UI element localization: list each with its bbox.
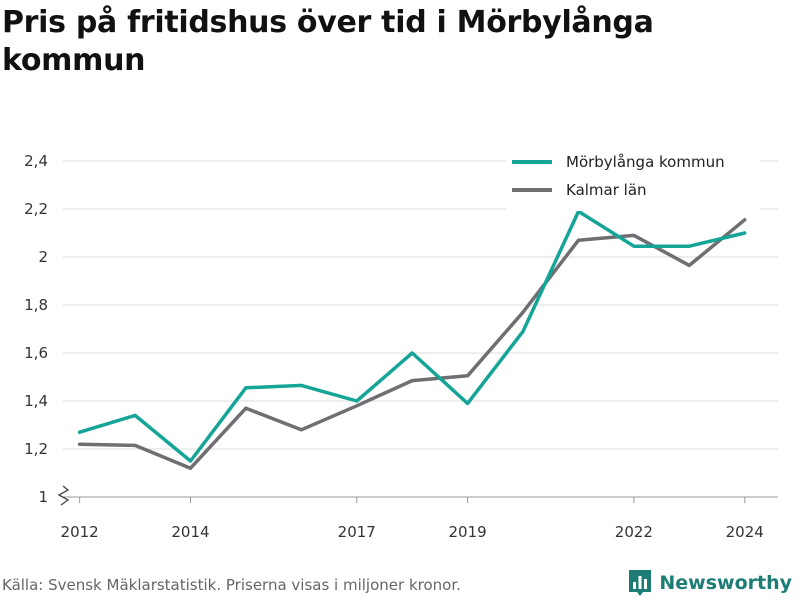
- series-line-kalmar-lan: [77, 218, 747, 470]
- x-axis: [57, 485, 778, 506]
- series-line-morbylanga-kommun: [77, 209, 747, 463]
- axis-break-icon: [57, 485, 70, 506]
- y-tick-label: 1,8: [24, 296, 48, 314]
- x-axis-tick-labels: 2012 2014 2017 2019 2022 2024: [61, 497, 764, 541]
- series-lines: [77, 209, 747, 470]
- x-tick-label: 2014: [171, 523, 209, 541]
- y-tick-label: 1,2: [24, 440, 48, 458]
- y-tick-label: 2,2: [24, 200, 48, 218]
- newsworthy-bar-chart-icon: [629, 570, 652, 596]
- y-axis-tick-labels: 1 1,2 1,4 1,6 1,8 2 2,2 2,4: [24, 152, 48, 506]
- y-tick-label: 1,4: [24, 392, 48, 410]
- y-tick-label: 1,6: [24, 344, 48, 362]
- chart-title: Pris på fritidshus över tid i Mörbylånga…: [2, 5, 654, 78]
- brand-name: Newsworthy: [659, 572, 792, 594]
- source-note: Källa: Svensk Mäklarstatistik. Priserna …: [2, 576, 461, 594]
- y-tick-label: 2: [38, 248, 48, 266]
- legend-background: [506, 145, 760, 211]
- x-tick-label: 2022: [615, 523, 653, 541]
- x-tick-label: 2012: [61, 523, 99, 541]
- y-tick-label: 1: [38, 488, 48, 506]
- legend: Mörbylånga kommun Kalmar län: [506, 145, 760, 211]
- x-tick-label: 2024: [726, 523, 764, 541]
- y-tick-label: 2,4: [24, 152, 48, 170]
- legend-label: Mörbylånga kommun: [566, 153, 725, 171]
- x-tick-label: 2017: [338, 523, 376, 541]
- legend-label: Kalmar län: [566, 181, 647, 199]
- brand-logo: Newsworthy: [627, 568, 792, 598]
- x-tick-label: 2019: [449, 523, 487, 541]
